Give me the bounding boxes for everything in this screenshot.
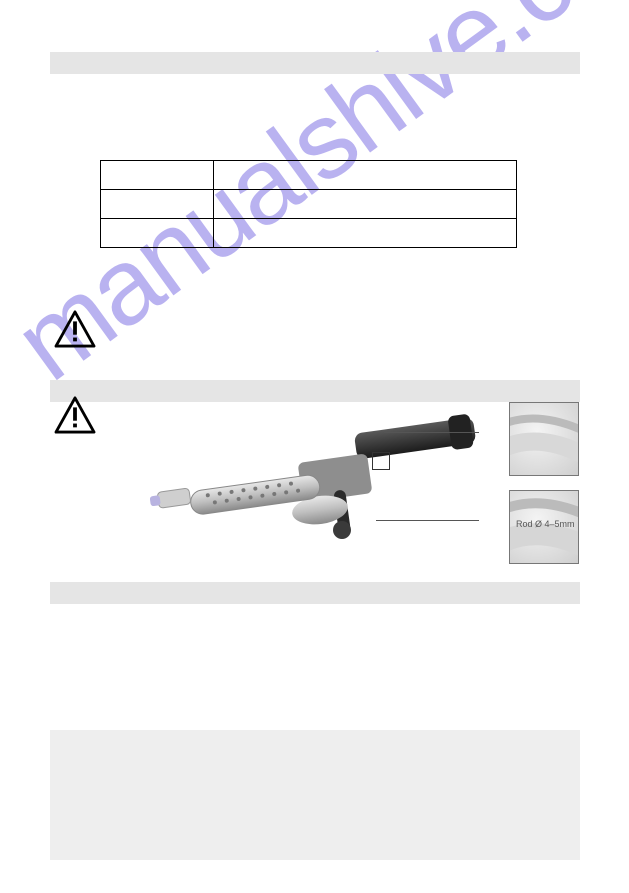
table-row <box>101 161 517 190</box>
warning-icon <box>54 396 96 434</box>
product-illustration <box>150 398 480 568</box>
table-row <box>101 190 517 219</box>
callout-leader-2 <box>376 520 479 521</box>
table-cell <box>101 219 214 248</box>
table-cell <box>214 161 517 190</box>
table-cell <box>101 190 214 219</box>
table-cell <box>214 190 517 219</box>
thumbnail-label: Rod Ø 4–5mm <box>516 519 575 529</box>
table-row <box>101 219 517 248</box>
warning-icon <box>54 310 96 348</box>
detail-thumbnail-2: Rod Ø 4–5mm <box>509 490 579 564</box>
table-cell <box>101 161 214 190</box>
callout-source-box <box>372 452 390 470</box>
detail-thumbnail-1 <box>509 402 579 476</box>
callout-leader-1 <box>384 432 479 433</box>
section-bar-1 <box>50 52 580 74</box>
table-cell <box>214 219 517 248</box>
spec-table <box>100 160 517 248</box>
section-bar-3 <box>50 582 580 604</box>
content-block <box>50 730 580 860</box>
